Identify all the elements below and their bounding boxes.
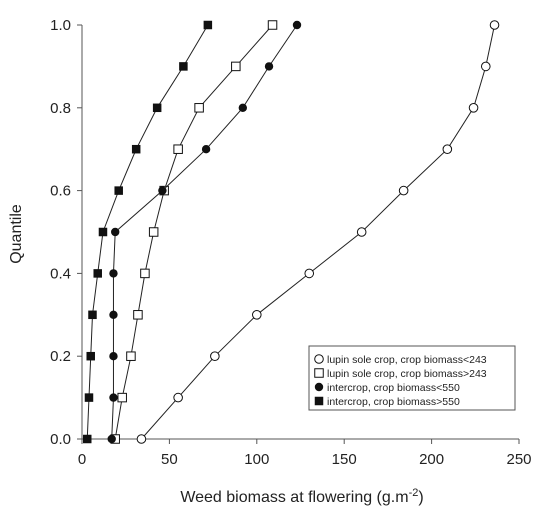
x-axis-title-main: Weed biomass at flowering (g.m — [180, 489, 408, 506]
legend-label: intercrop, crop biomass<550 — [327, 382, 460, 394]
legend-marker — [314, 354, 324, 364]
y-axis-title: Quantile — [8, 204, 25, 264]
data-point — [109, 393, 118, 402]
legend-label: intercrop, crop biomass>550 — [327, 396, 460, 408]
series-line — [111, 24, 298, 440]
data-point — [82, 434, 92, 444]
data-point — [117, 392, 127, 403]
data-point — [398, 185, 409, 196]
data-point — [88, 310, 97, 320]
data-point — [109, 310, 118, 319]
legend-label: lupin sole crop, crop biomass<243 — [327, 354, 487, 366]
x-tick-label: 100 — [244, 451, 269, 468]
series-layer — [82, 20, 500, 444]
data-point — [442, 144, 453, 154]
data-point — [292, 20, 302, 30]
data-point — [109, 269, 118, 278]
data-point — [152, 103, 162, 113]
data-point — [84, 393, 94, 402]
data-point — [158, 186, 167, 195]
data-point — [304, 268, 315, 279]
y-tick-label: 0.8 — [50, 100, 71, 117]
data-point — [210, 351, 220, 362]
data-point — [194, 103, 204, 113]
data-point — [251, 310, 262, 320]
x-axis-title: Weed biomass at flowering (g.m-2) — [180, 487, 423, 506]
series-4 — [82, 20, 213, 444]
x-tick-label: 150 — [332, 451, 357, 468]
x-axis-title-suffix: ) — [418, 489, 423, 506]
data-point — [114, 186, 123, 195]
data-point — [136, 434, 147, 444]
data-point — [107, 434, 116, 444]
data-point — [109, 352, 118, 361]
data-point — [489, 20, 500, 30]
data-point — [356, 227, 367, 237]
data-point — [179, 62, 188, 71]
data-point — [93, 269, 102, 278]
legend: lupin sole crop, crop biomass<243 lupin s… — [308, 345, 516, 411]
data-point — [98, 227, 108, 237]
data-point — [131, 144, 141, 154]
data-point — [173, 144, 183, 154]
legend-marker — [314, 396, 324, 406]
series-1 — [136, 20, 500, 444]
y-tick-label: 0.0 — [50, 431, 71, 448]
x-tick-label: 0 — [78, 451, 86, 468]
data-point — [231, 61, 241, 72]
data-point — [203, 20, 213, 30]
axes — [81, 25, 519, 440]
data-point — [126, 351, 136, 361]
data-point — [86, 351, 95, 361]
x-tick-label: 200 — [419, 451, 444, 468]
x-axis-title-superscript: -2 — [409, 487, 419, 499]
legend-label: lupin sole crop, crop biomass>243 — [327, 368, 487, 380]
data-point — [201, 145, 211, 154]
legend-marker — [314, 382, 324, 392]
data-point — [480, 61, 491, 72]
x-ticks: 0 50 100 150 200 250 — [78, 439, 532, 468]
data-point — [468, 103, 479, 113]
legend-marker — [314, 368, 324, 378]
series-line — [114, 24, 273, 440]
y-tick-label: 0.2 — [50, 348, 71, 365]
data-point — [173, 392, 183, 403]
x-tick-label: 50 — [161, 451, 178, 468]
y-tick-label: 0.6 — [50, 183, 71, 200]
data-point — [267, 20, 278, 30]
legend-box — [308, 345, 516, 411]
y-tick-label: 0.4 — [50, 265, 71, 282]
data-point — [140, 268, 150, 279]
data-point — [133, 310, 143, 320]
y-ticks: 0.0 0.2 0.4 0.6 0.8 1.0 — [50, 17, 82, 448]
data-point — [148, 227, 159, 237]
x-tick-label: 250 — [506, 451, 531, 468]
y-tick-label: 1.0 — [50, 17, 71, 34]
data-point — [238, 103, 248, 113]
data-point — [111, 227, 120, 237]
data-point — [264, 62, 274, 71]
series-3 — [107, 20, 302, 444]
